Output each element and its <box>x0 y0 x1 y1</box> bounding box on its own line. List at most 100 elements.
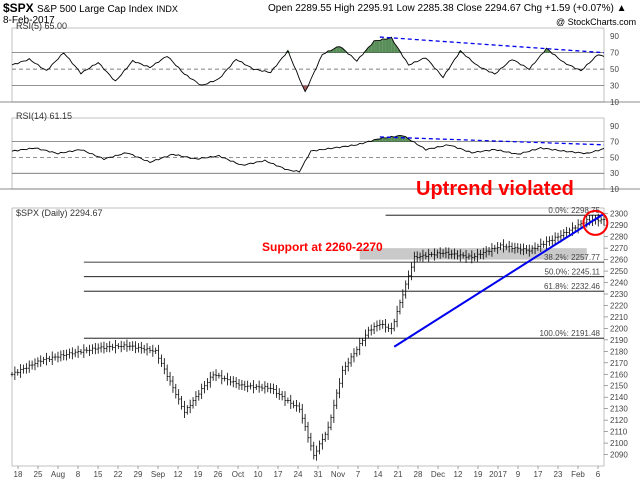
price-tick-label-2280: 2280 <box>610 233 628 242</box>
price-bar <box>128 341 132 351</box>
price-tick-label-2150: 2150 <box>610 382 628 391</box>
price-bar <box>407 270 410 290</box>
x-tick-label-26: 17 <box>534 470 543 479</box>
overbought-fill <box>382 137 386 142</box>
price-bar <box>453 248 456 260</box>
price-bar <box>298 402 301 413</box>
x-tick-label-16: Nov <box>331 470 345 479</box>
fib-level-label-0: 0.0%: 2298.75 <box>548 206 600 215</box>
overbought-fill <box>374 40 377 53</box>
overbought-fill <box>394 42 398 53</box>
rsi-title-1: RSI(5) 65.00 <box>16 21 67 31</box>
price-bar <box>378 319 382 331</box>
price-bar <box>441 249 445 258</box>
overbought-fill <box>391 136 395 142</box>
price-bar <box>306 421 310 443</box>
overbought-fill <box>549 50 553 53</box>
price-bar <box>473 252 476 262</box>
price-bar <box>596 213 600 227</box>
x-tick-label-10: 26 <box>214 470 223 479</box>
price-bar <box>234 377 238 389</box>
overbought-fill <box>405 136 409 142</box>
price-bar <box>214 369 218 382</box>
price-bar <box>108 341 112 353</box>
x-tick-label-8: 12 <box>174 470 183 479</box>
price-bar <box>433 248 436 261</box>
price-bar <box>361 338 364 347</box>
price-bar <box>318 440 321 455</box>
support-annotation: Support at 2260-2270 <box>262 240 383 254</box>
price-bar <box>421 249 425 263</box>
price-bar <box>39 355 43 367</box>
price-bar <box>346 357 350 372</box>
price-tick-label-2110: 2110 <box>610 428 628 437</box>
price-tick-label-2220: 2220 <box>610 301 628 310</box>
fib-level-label-1: 38.2%: 2257.77 <box>544 253 601 262</box>
price-bar <box>283 391 287 406</box>
price-bar <box>461 252 465 259</box>
x-tick-label-13: 17 <box>274 470 283 479</box>
price-bar <box>48 355 51 363</box>
price-bar <box>326 421 330 440</box>
overbought-fill <box>382 38 386 53</box>
price-bar <box>208 371 212 388</box>
price-bar <box>91 344 94 355</box>
price-tick-label-2260: 2260 <box>610 256 628 265</box>
price-bar <box>33 358 37 371</box>
price-bar <box>398 299 402 315</box>
price-bar <box>62 349 66 361</box>
price-bar <box>476 248 479 262</box>
price-bar <box>280 390 284 401</box>
price-bar <box>522 243 525 256</box>
price-bar <box>341 365 344 388</box>
price-bar <box>99 342 103 353</box>
x-tick-label-15: 31 <box>314 470 323 479</box>
price-panel-title: $SPX (Daily) 2294.67 <box>16 208 103 218</box>
price-bar <box>102 341 106 354</box>
overbought-fill <box>376 139 380 142</box>
overbought-fill <box>399 135 403 142</box>
price-bar <box>269 383 272 394</box>
price-bar <box>82 344 86 358</box>
price-bar <box>369 324 373 336</box>
price-bar <box>211 371 215 381</box>
x-tick-label-25: 9 <box>516 470 521 479</box>
price-bar <box>206 378 209 391</box>
x-tick-label-6: 29 <box>134 470 143 479</box>
price-bar <box>174 383 178 399</box>
price-bar <box>277 388 281 400</box>
price-bar <box>444 247 448 259</box>
price-bar <box>358 337 362 356</box>
price-bar <box>548 236 551 246</box>
price-bar <box>539 238 543 253</box>
price-bar <box>568 227 571 236</box>
x-tick-label-4: 15 <box>94 470 103 479</box>
price-bar <box>430 251 433 257</box>
price-bar <box>22 364 25 374</box>
x-tick-label-29: 6 <box>596 470 601 479</box>
price-bar <box>142 344 146 354</box>
x-tick-label-11: Oct <box>232 470 245 479</box>
price-bar <box>231 376 235 388</box>
price-bar <box>246 380 249 393</box>
x-tick-label-27: 23 <box>554 470 563 479</box>
price-bar <box>504 243 508 251</box>
price-bar <box>556 232 560 242</box>
price-bar <box>464 250 468 263</box>
x-tick-label-28: Feb <box>571 470 585 479</box>
price-bar <box>286 397 290 404</box>
price-bar <box>533 242 537 255</box>
price-bar <box>309 432 313 451</box>
price-bar <box>229 376 232 386</box>
price-bar <box>401 289 405 309</box>
price-bar <box>105 342 109 353</box>
x-tick-label-2: Aug <box>51 470 65 479</box>
price-bar <box>254 383 258 390</box>
price-bar <box>502 239 505 253</box>
price-bar <box>237 379 241 390</box>
price-bar <box>550 235 554 246</box>
price-bar <box>275 385 278 398</box>
price-tick-label-2160: 2160 <box>610 370 628 379</box>
price-bar <box>59 350 63 362</box>
price-bar <box>418 252 422 262</box>
